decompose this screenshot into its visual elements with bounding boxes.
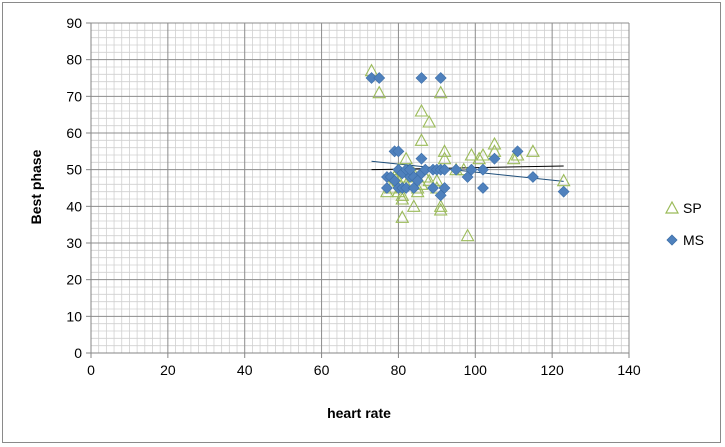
point-sp [395,191,410,205]
x-tick-label: 20 [160,362,176,378]
point-sp [556,173,571,187]
y-tick-label: 80 [66,52,82,68]
point-sp [414,103,429,117]
y-tick-label: 20 [66,272,82,288]
point-ms [438,163,451,176]
y-tick-label: 60 [66,125,82,141]
legend-item-sp: SP [664,200,702,216]
point-sp [510,147,525,161]
axes [86,22,630,358]
x-axis-title: heart rate [327,405,391,421]
point-sp [506,151,521,165]
point-sp [433,199,448,212]
tick-labels: 0 20 40 60 80 100 120 140 0 10 20 30 40 50 60 70 80 90 [66,15,640,378]
point-ms [511,145,524,158]
point-sp [433,85,448,99]
legend-marker-ms [666,234,678,246]
point-ms [415,152,428,165]
point-sp [379,184,394,198]
y-tick-label: 90 [66,15,82,31]
point-sp [472,151,487,165]
point-ms [450,163,462,176]
point-ms [488,152,501,165]
point-sp [422,173,437,187]
y-tick-label: 30 [66,235,82,251]
point-sp [487,136,502,150]
point-ms [557,185,570,198]
point-sp [437,151,452,165]
legend-label-sp: SP [683,200,702,216]
y-tick-label: 10 [66,308,82,324]
point-ms [465,163,478,176]
x-tick-label: 120 [540,362,564,378]
data-points [364,63,571,242]
point-sp [406,199,421,212]
legend-marker-sp [664,200,680,214]
x-tick-label: 0 [87,362,95,378]
x-tick-label: 140 [617,362,641,378]
point-sp [399,151,414,165]
point-sp [460,228,475,242]
point-ms [415,72,428,84]
x-tick-label: 40 [237,362,253,378]
point-sp [395,188,410,201]
point-ms [527,171,539,183]
point-sp [395,210,410,223]
x-tick-label: 80 [391,362,407,378]
y-axis-title: Best phase [28,149,44,224]
point-sp [437,144,452,157]
point-sp [372,85,387,99]
point-sp [422,114,437,128]
gridlines [91,22,630,353]
point-ms [477,182,489,194]
y-tick-label: 50 [66,162,82,178]
point-sp [414,133,429,146]
point-ms [380,182,393,194]
point-ms [434,72,447,84]
point-ms [392,145,405,158]
point-sp [429,173,444,187]
x-tick-label: 100 [464,362,488,378]
legend-label-ms: MS [683,232,704,248]
legend-item-ms: MS [666,232,704,248]
legend: SP MS [664,200,704,248]
point-sp [464,147,479,161]
x-tick-label: 60 [314,362,330,378]
point-sp [526,144,540,157]
point-ms [477,163,489,176]
point-ms [438,182,451,194]
point-sp [476,147,490,161]
y-tick-label: 0 [74,345,82,361]
y-tick-label: 40 [66,198,82,214]
point-sp [433,202,448,216]
point-ms [373,72,386,84]
y-tick-label: 70 [66,88,82,104]
series-ms [365,72,570,202]
point-ms [427,182,439,194]
